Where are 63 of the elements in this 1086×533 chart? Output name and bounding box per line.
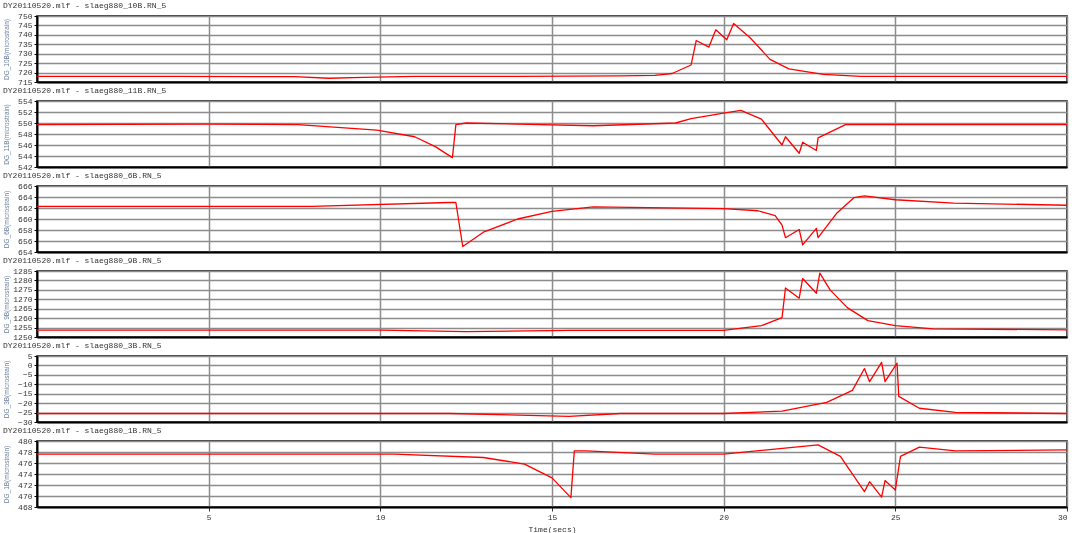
y-tick-label: 730	[18, 49, 33, 59]
y-tick-label: 544	[18, 151, 33, 161]
x-tick-label: 30	[1057, 512, 1068, 522]
y-tick-label: 1280	[13, 275, 33, 285]
chart-title: DY20110520.mlf - slaeg880_11B.RN_5	[3, 86, 167, 95]
y-tick-label: 468	[18, 502, 33, 512]
y-tick-label: 725	[18, 58, 33, 68]
y-tick-label: 550	[18, 118, 33, 128]
y-tick-label: 542	[18, 162, 33, 172]
y-tick-label: 660	[18, 214, 33, 224]
y-tick-label: 480	[18, 436, 33, 446]
y-tick-label: 1250	[13, 332, 33, 342]
y-tick-label: −5	[22, 370, 33, 380]
y-tick-label: 658	[18, 225, 33, 235]
y-tick-label: −20	[18, 398, 33, 408]
y-tick-label: −25	[18, 408, 33, 418]
x-tick-label: 10	[376, 512, 386, 522]
y-tick-label: 474	[18, 469, 33, 479]
chart-title: DY20110520.mlf - slaeg880_9B.RN_5	[3, 256, 162, 265]
y-tick-label: 720	[18, 68, 33, 78]
y-tick-label: −10	[18, 379, 33, 389]
y-tick-label: 470	[18, 491, 33, 501]
y-tick-label: 5	[27, 351, 33, 361]
y-tick-label: 735	[18, 39, 33, 49]
y-tick-label: 740	[18, 30, 33, 40]
y-tick-label: 1285	[13, 266, 33, 276]
y-tick-label: 546	[18, 140, 33, 150]
y-tick-label: 750	[18, 11, 33, 21]
chart-title: DY20110520.mlf - slaeg880_3B.RN_5	[3, 341, 162, 350]
x-tick-label: 20	[719, 512, 730, 522]
y-tick-label: 656	[18, 236, 33, 246]
x-tick-label: 5	[206, 512, 212, 522]
y-tick-label: 715	[18, 77, 33, 87]
y-tick-label: 1270	[13, 294, 33, 304]
y-tick-label: 1260	[13, 313, 33, 323]
line-series	[37, 444, 1067, 499]
x-tick-label: 15	[547, 512, 558, 522]
y-tick-label: 1255	[13, 323, 33, 333]
y-tick-label: 0	[27, 360, 33, 370]
y-tick-label: 664	[18, 192, 33, 202]
y-tick-label: 478	[18, 447, 33, 457]
y-tick-label: 1275	[13, 285, 33, 295]
line-series	[37, 195, 1067, 248]
y-tick-label: 745	[18, 20, 33, 30]
y-tick-label: 472	[18, 480, 33, 490]
x-tick-label: 25	[891, 512, 901, 522]
y-tick-label: 662	[18, 203, 33, 213]
line-series	[37, 22, 1067, 79]
x-axis-title: Time(secs)	[528, 524, 577, 533]
chart-title: DY20110520.mlf - slaeg880_10B.RN_5	[3, 1, 167, 10]
y-tick-label: 552	[18, 107, 33, 117]
y-tick-label: 666	[18, 181, 33, 191]
line-series	[37, 361, 1067, 417]
chart-title: DY20110520.mlf - slaeg880_6B.RN_5	[3, 171, 162, 180]
y-tick-label: 476	[18, 458, 33, 468]
y-tick-label: −15	[18, 389, 33, 399]
chart-title: DY20110520.mlf - slaeg880_1B.RN_5	[3, 426, 162, 435]
y-tick-label: 654	[18, 247, 33, 257]
y-tick-label: 554	[18, 96, 33, 106]
y-tick-label: 548	[18, 129, 33, 139]
line-series	[37, 109, 1067, 159]
y-tick-label: −30	[18, 417, 33, 427]
y-tick-label: 1265	[13, 304, 33, 314]
